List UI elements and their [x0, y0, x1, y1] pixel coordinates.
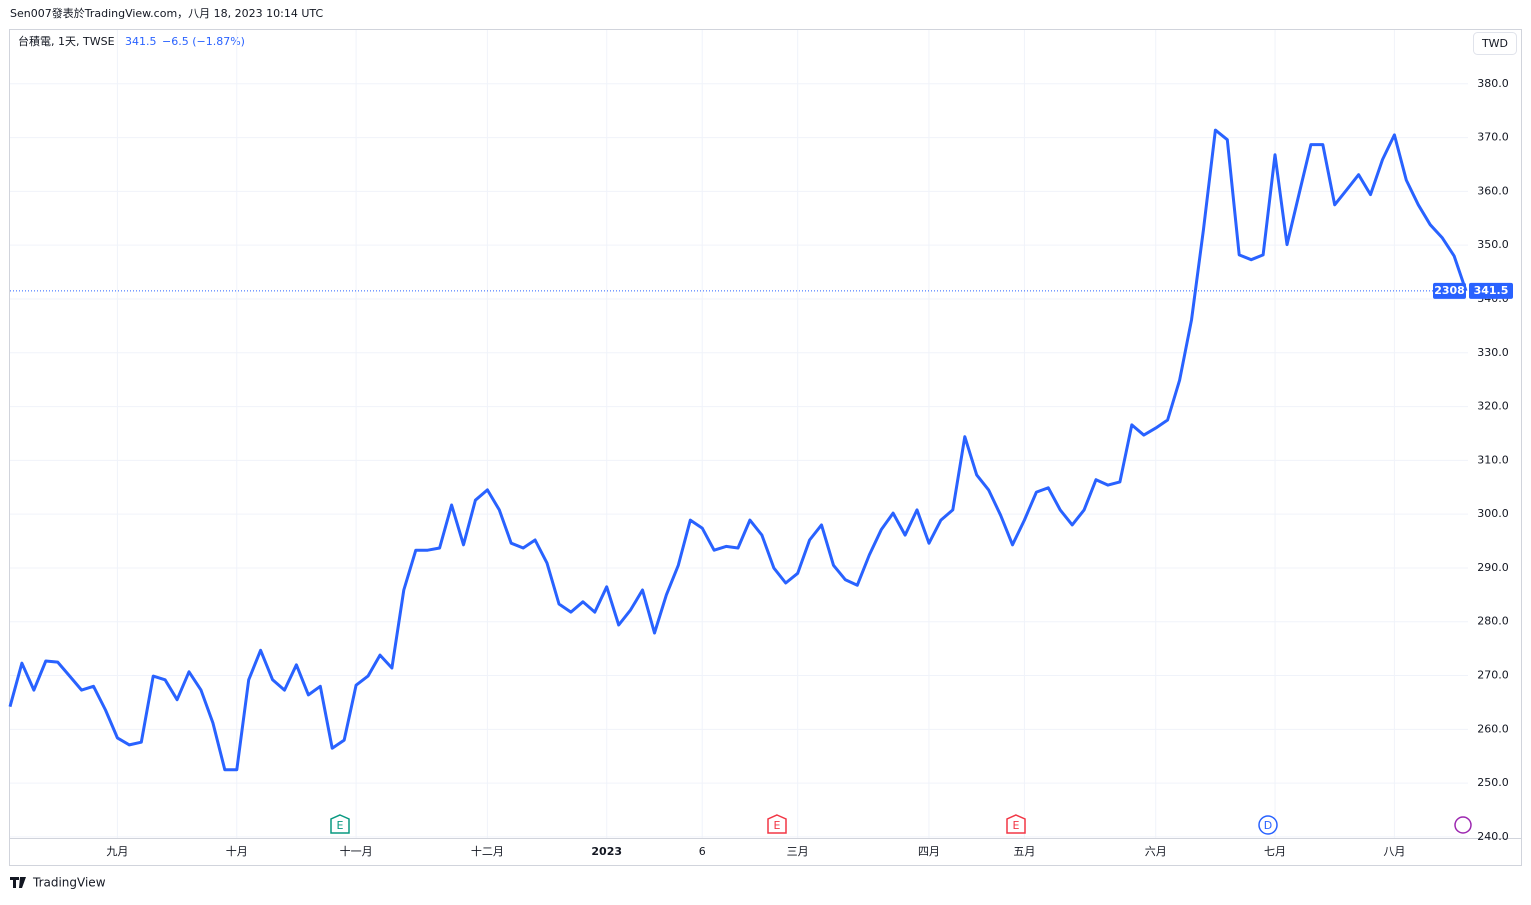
y-tick-label: 270.0 [1477, 669, 1509, 682]
last-price: 341.5 [125, 35, 157, 48]
event-marker [1454, 816, 1472, 834]
currency[interactable]: TWD [1481, 37, 1508, 50]
y-tick-label: 280.0 [1477, 615, 1509, 628]
y-tick-label: 320.0 [1477, 400, 1509, 413]
chart-frame [9, 29, 1522, 866]
x-tick-label: 九月 [106, 845, 128, 858]
ticker-tag-label: 2308 [1434, 284, 1465, 297]
brand: TradingView [32, 876, 106, 890]
x-tick-label: 十二月 [471, 844, 504, 858]
x-tick-label: 十一月 [340, 844, 373, 858]
event-marker [330, 814, 350, 834]
y-tick-label: 300.0 [1477, 507, 1509, 520]
y-tick-label: 310.0 [1477, 453, 1509, 466]
price-tag-label: 341.5 [1474, 284, 1509, 297]
y-tick-label: 360.0 [1477, 184, 1509, 197]
event-label: E [337, 819, 344, 832]
axes: 240.0 250.0 260.0 270.0 280.0 290.0 300.0 310.0… [106, 77, 1513, 858]
symbol: 台積電, 1天, TWSE [18, 34, 115, 48]
x-tick-label: 2023 [591, 845, 622, 858]
event-marker [1258, 815, 1278, 835]
y-tick-label: 370.0 [1477, 131, 1509, 144]
x-tick-label: 五月 [1013, 845, 1035, 858]
event-label: E [1013, 819, 1020, 832]
y-tick-label: 260.0 [1477, 722, 1509, 735]
event-marker [767, 814, 787, 834]
price-change: −6.5 (−1.87%) [162, 35, 245, 48]
event-marker [1006, 814, 1026, 834]
price-line [8, 128, 1468, 772]
y-tick-label: 380.0 [1477, 77, 1509, 90]
y-tick-label: 250.0 [1477, 776, 1509, 789]
x-tick-label: 6 [699, 845, 706, 858]
currency-button[interactable] [1473, 32, 1517, 55]
y-tick-label: 350.0 [1477, 238, 1509, 251]
x-tick-label: 四月 [918, 845, 940, 858]
x-tick-label: 六月 [1145, 845, 1167, 858]
grid [10, 30, 1468, 838]
publisher: Sen007發表於TradingView.com，八月 18, 2023 10:… [10, 6, 323, 20]
x-tick-label: 十月 [226, 844, 248, 858]
event-label: E [774, 819, 781, 832]
y-tick-label: 290.0 [1477, 561, 1509, 574]
ticker-tag [1433, 282, 1466, 299]
price-tag [1469, 282, 1513, 299]
y-tick-label: 330.0 [1477, 346, 1509, 359]
x-tick-label: 三月 [787, 845, 809, 858]
y-tick-label: 240.0 [1477, 830, 1509, 843]
event-label: D [1264, 819, 1272, 832]
logo [10, 877, 26, 888]
x-tick-label: 八月 [1383, 845, 1405, 858]
x-tick-label: 七月 [1264, 845, 1286, 858]
